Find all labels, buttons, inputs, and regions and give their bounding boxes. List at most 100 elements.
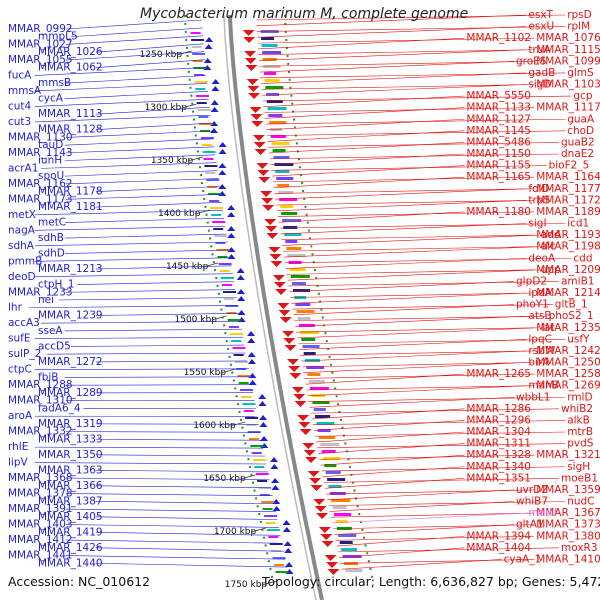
backbone-inner-line bbox=[223, 14, 317, 600]
left-feature-arrow bbox=[247, 359, 256, 364]
feature-band bbox=[286, 247, 302, 250]
label-connector bbox=[40, 162, 217, 169]
left-gene-label: MMAR_1426 bbox=[38, 542, 103, 554]
feature-band bbox=[272, 149, 286, 152]
label-connector bbox=[64, 138, 214, 146]
right-gene-label: choD bbox=[567, 125, 594, 137]
label-connector bbox=[336, 535, 465, 547]
left-gene-label: MMAR_1378 bbox=[8, 488, 73, 500]
feature-band bbox=[223, 291, 237, 293]
label-connector bbox=[64, 91, 208, 99]
label-connector bbox=[261, 72, 527, 84]
left-gene-label: MMAR_1333 bbox=[38, 433, 103, 445]
feature-band bbox=[266, 529, 280, 531]
label-connector bbox=[272, 165, 465, 177]
label-connector bbox=[258, 49, 535, 55]
feature-band bbox=[262, 508, 273, 510]
right-gene-label: MMAR_1380 bbox=[536, 530, 600, 542]
left-feature-arrow bbox=[260, 436, 269, 441]
label-connector bbox=[302, 362, 535, 368]
feature-band bbox=[221, 284, 232, 286]
scale-tick bbox=[220, 368, 236, 374]
feature-band bbox=[241, 396, 252, 398]
right-gene-label: MMAR_1103 bbox=[536, 79, 600, 91]
left-gene-label: ctpH_1 bbox=[38, 279, 74, 291]
feature-band bbox=[211, 214, 222, 216]
feature-band bbox=[261, 44, 278, 47]
label-connector bbox=[276, 200, 535, 206]
left-feature-arrow bbox=[271, 478, 280, 483]
right-feature-arrow bbox=[265, 226, 278, 232]
right-feature-arrow bbox=[286, 359, 299, 365]
feature-band bbox=[230, 333, 244, 335]
scale-label: 1350 kbp bbox=[151, 156, 194, 166]
left-gene-label: sufE bbox=[8, 333, 30, 345]
label-connector bbox=[65, 178, 219, 185]
left-gene-label: lhr bbox=[8, 302, 23, 314]
feature-band bbox=[191, 46, 202, 48]
feature-band bbox=[263, 65, 281, 68]
right-gene-label: folD bbox=[528, 183, 549, 195]
feature-band bbox=[315, 415, 331, 418]
left-gene-label: MMAR_1391 bbox=[8, 503, 73, 515]
right-feature-arrow bbox=[261, 198, 274, 204]
label-connector bbox=[64, 217, 225, 223]
label-connector bbox=[298, 339, 566, 345]
feature-band bbox=[295, 303, 311, 306]
label-connector bbox=[65, 194, 221, 200]
right-gene-label: atsB bbox=[528, 310, 551, 322]
right-gene-label: MMAR_1235 bbox=[536, 322, 600, 334]
feature-band bbox=[307, 373, 321, 376]
left-gene-label: sdhB bbox=[38, 232, 64, 244]
right-feature-arrow bbox=[324, 555, 337, 561]
right-gene-label: truA bbox=[528, 44, 551, 56]
left-gene-label: MMAR_1310 bbox=[8, 395, 73, 407]
right-gene-label: gcp bbox=[573, 90, 592, 102]
left-gene-label: MMAR_1272 bbox=[38, 356, 103, 368]
right-feature-arrow bbox=[307, 471, 320, 477]
feature-band bbox=[280, 205, 294, 208]
right-gene-label: MMAR_1177 bbox=[536, 183, 600, 195]
label-connector bbox=[305, 373, 465, 385]
right-gene-label: MMAR_5486 bbox=[466, 136, 531, 148]
feature-band bbox=[219, 270, 230, 272]
label-connector bbox=[77, 281, 234, 285]
feature-band bbox=[268, 114, 283, 117]
label-connector bbox=[286, 269, 535, 275]
left-gene-label: sdhA bbox=[8, 240, 35, 252]
label-connector bbox=[95, 43, 204, 53]
right-gene-label: MMAR_1180 bbox=[466, 206, 531, 218]
feature-band bbox=[265, 522, 276, 524]
genome-summary: Topology: circular; Length: 6,636,827 bp… bbox=[262, 574, 600, 589]
feature-band bbox=[233, 354, 244, 356]
right-gene-label: wbbL1 bbox=[516, 391, 550, 403]
feature-band bbox=[301, 338, 316, 341]
label-connector bbox=[311, 408, 465, 420]
right-gene-label: add bbox=[541, 229, 561, 241]
feature-band bbox=[339, 541, 353, 544]
left-feature-arrow bbox=[211, 79, 220, 84]
left-feature-arrow bbox=[209, 128, 218, 133]
right-gene-label: nudC bbox=[567, 496, 594, 508]
left-strand-labels: MMAR_0992mmpL5MMAR_1027MMAR_1026MMAR_105… bbox=[8, 23, 103, 569]
label-connector bbox=[34, 273, 233, 278]
feature-band bbox=[341, 548, 358, 551]
feature-band bbox=[226, 312, 237, 314]
label-connector bbox=[257, 26, 527, 38]
label-connector bbox=[70, 27, 203, 38]
scale-label: 1550 kbp bbox=[184, 368, 227, 378]
right-gene-label: esxU bbox=[528, 21, 554, 33]
right-feature-arrow bbox=[268, 247, 281, 253]
label-connector bbox=[95, 501, 275, 504]
label-connector bbox=[95, 562, 288, 568]
right-gene-label: moxR3 bbox=[561, 542, 598, 554]
left-feature-arrow bbox=[282, 520, 291, 525]
right-gene-label: deoA bbox=[528, 252, 556, 264]
label-connector bbox=[272, 176, 535, 183]
label-connector bbox=[95, 265, 232, 270]
left-gene-label: MMAR_1130 bbox=[8, 131, 73, 143]
left-gene-label: MMAR_1181 bbox=[38, 201, 103, 213]
left-gene-label: mmsB bbox=[38, 77, 71, 89]
left-feature-arrow bbox=[227, 226, 236, 231]
